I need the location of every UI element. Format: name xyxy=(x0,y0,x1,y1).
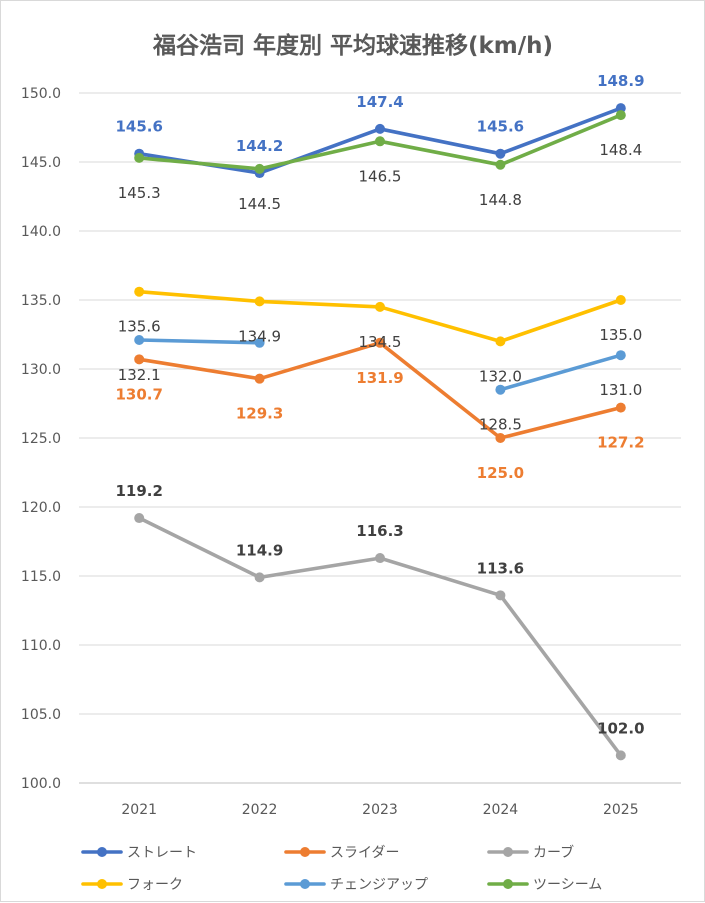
y-tick-label: 150.0 xyxy=(21,86,61,102)
data-point xyxy=(495,384,506,395)
data-point xyxy=(134,513,145,524)
legend-label: ストレート xyxy=(127,845,197,861)
data-point xyxy=(134,335,145,346)
y-tick-label: 130.0 xyxy=(21,362,61,378)
data-point xyxy=(134,286,145,297)
y-tick-label: 115.0 xyxy=(21,569,61,585)
data-label: 147.4 xyxy=(356,93,403,111)
data-label: 113.6 xyxy=(477,559,524,577)
data-point xyxy=(495,590,506,601)
data-point xyxy=(375,337,385,348)
data-label: 144.2 xyxy=(236,137,283,155)
y-tick-label: 120.0 xyxy=(21,500,61,516)
data-point xyxy=(495,433,506,443)
data-label: 145.6 xyxy=(477,118,524,136)
data-label: 132.0 xyxy=(479,367,522,385)
data-label: 130.7 xyxy=(115,385,162,403)
y-tick-label: 105.0 xyxy=(21,707,61,723)
y-tick-label: 145.0 xyxy=(21,155,61,171)
data-point xyxy=(615,750,626,761)
x-tick-label: 2025 xyxy=(603,802,639,818)
data-point xyxy=(495,148,506,159)
data-point xyxy=(495,159,506,170)
legend-label: スライダー xyxy=(330,845,399,861)
data-point xyxy=(134,152,145,163)
data-label: 145.3 xyxy=(118,184,161,202)
gridlines xyxy=(79,92,681,784)
data-label: 146.5 xyxy=(359,167,402,185)
data-point xyxy=(375,136,385,147)
data-point xyxy=(615,110,626,121)
data-point xyxy=(254,163,265,174)
chart-title: 福谷浩司 年度別 平均球速推移(km/h) xyxy=(152,32,553,59)
data-label: 102.0 xyxy=(597,719,644,737)
data-point xyxy=(254,373,265,384)
data-label: 135.6 xyxy=(118,318,161,336)
data-point xyxy=(254,296,265,307)
series-line-4 xyxy=(137,338,623,392)
data-point xyxy=(134,354,145,365)
legend-marker xyxy=(97,847,107,857)
legend-marker xyxy=(97,879,107,889)
data-label: 148.4 xyxy=(599,141,642,159)
legend-label: チェンジアップ xyxy=(330,877,428,893)
data-point xyxy=(375,553,385,564)
x-tick-label: 2022 xyxy=(242,802,278,818)
data-label: 132.1 xyxy=(118,366,161,384)
x-tick-label: 2023 xyxy=(362,802,398,818)
data-point xyxy=(615,350,626,361)
series-line-1 xyxy=(137,341,623,440)
legend-marker xyxy=(503,879,513,889)
y-axis-ticks: 100.0 105.0 110.0 115.0 120.0 125.0 130.0 135.0… xyxy=(21,86,61,792)
legend-marker xyxy=(300,847,310,857)
data-point xyxy=(375,123,385,134)
legend-label: ツーシーム xyxy=(533,877,602,893)
series-lines xyxy=(134,103,626,761)
data-point xyxy=(375,301,385,312)
y-tick-label: 140.0 xyxy=(21,224,61,240)
data-label: 144.8 xyxy=(479,191,522,209)
data-point xyxy=(615,295,626,305)
y-tick-label: 100.0 xyxy=(21,776,61,792)
data-label: 129.3 xyxy=(236,405,283,423)
data-label: 145.6 xyxy=(115,118,162,136)
data-label: 134.9 xyxy=(238,327,281,345)
legend-marker xyxy=(300,879,310,889)
data-label: 148.9 xyxy=(597,72,644,90)
x-axis-ticks: 2021 2022 2023 2024 2025 xyxy=(121,802,638,818)
data-label: 127.2 xyxy=(597,434,644,452)
legend-label: フォーク xyxy=(127,877,183,893)
data-label: 135.0 xyxy=(599,326,642,344)
data-point xyxy=(615,103,626,114)
data-label: 114.9 xyxy=(236,541,283,559)
data-label: 134.5 xyxy=(359,333,402,351)
data-point xyxy=(254,572,265,583)
legend-marker xyxy=(503,847,513,857)
data-label: 128.5 xyxy=(479,416,522,434)
data-label: 125.0 xyxy=(477,464,524,482)
data-label: 144.5 xyxy=(238,195,281,213)
data-label: 131.9 xyxy=(356,369,403,387)
data-point xyxy=(495,336,506,347)
data-labels: 145.6 144.2 147.4 145.6 148.9 130.7 129.3 131.9… xyxy=(115,72,644,737)
data-point xyxy=(254,337,265,348)
data-label: 119.2 xyxy=(115,482,162,500)
legend-label: カーブ xyxy=(533,844,574,861)
y-tick-label: 135.0 xyxy=(21,293,61,309)
y-tick-label: 110.0 xyxy=(21,638,61,654)
data-label: 131.0 xyxy=(599,381,642,399)
data-point xyxy=(615,402,626,413)
data-label: 116.3 xyxy=(356,522,403,540)
x-tick-label: 2024 xyxy=(483,802,519,818)
y-tick-label: 125.0 xyxy=(21,431,61,447)
x-tick-label: 2021 xyxy=(121,802,157,818)
